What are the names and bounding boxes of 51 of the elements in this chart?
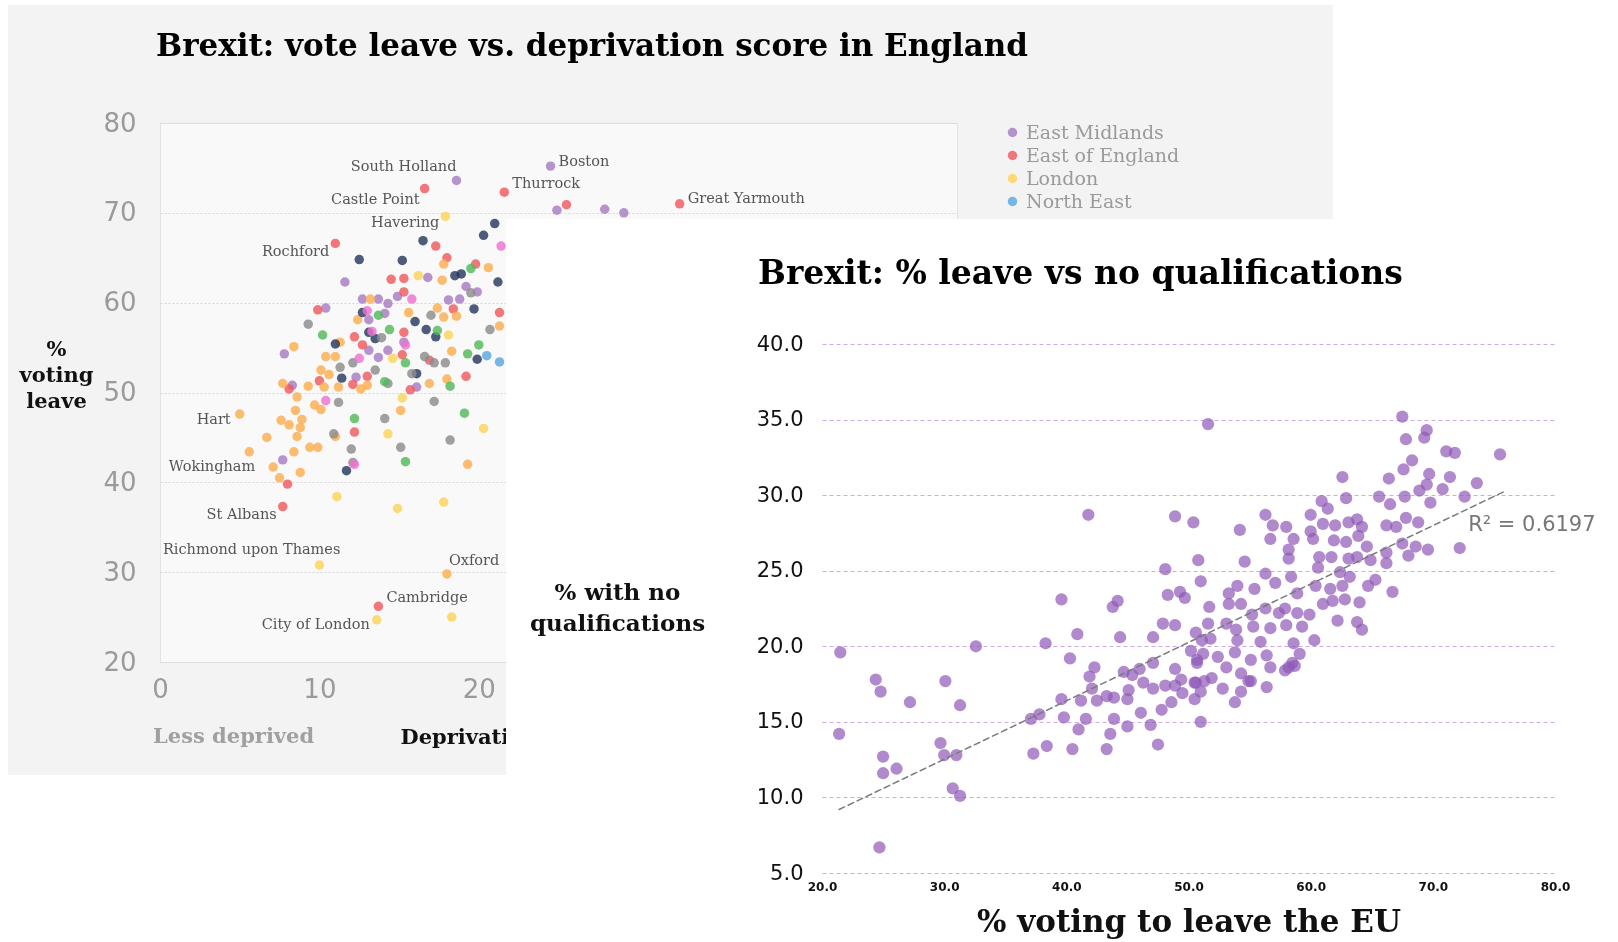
- y-tick-label: 60: [103, 287, 137, 318]
- y-axis-title: % with no qualifications: [529, 577, 706, 636]
- annotation: Thurrock: [512, 175, 581, 192]
- x-tick-label: 60.0: [1296, 879, 1326, 894]
- y-tick-label: 40: [103, 466, 137, 497]
- x-tick-label: 20.0: [807, 879, 838, 894]
- y-tick-label: 30: [103, 556, 137, 587]
- x-tick-label: 10: [303, 673, 337, 704]
- annotation: Cambridge: [386, 589, 468, 606]
- y-tick-label: 10.0: [756, 784, 804, 809]
- annotation: Havering: [371, 214, 440, 231]
- annotation: Oxford: [448, 551, 500, 568]
- x-tick-label: 0: [152, 673, 169, 704]
- annotation: Rochford: [261, 243, 330, 260]
- y-tick-label: 25.0: [756, 558, 804, 583]
- y-tick-label: 20: [103, 646, 137, 677]
- x-tick-label: 40.0: [1052, 879, 1082, 894]
- annotation: R² = 0.6197: [1468, 511, 1596, 536]
- y-tick-label: 20.0: [756, 633, 804, 658]
- x-tick-label: 20: [462, 673, 496, 704]
- annotation: Hart: [196, 411, 231, 428]
- legend-label: East of England: [1026, 143, 1180, 166]
- legend-label: East Midlands: [1026, 120, 1164, 143]
- annotation: City of London: [261, 615, 370, 632]
- x-axis-title: Deprivati: [400, 723, 510, 749]
- annotation: Wokingham: [168, 458, 256, 475]
- x-tick-label: 70.0: [1418, 879, 1449, 894]
- x-tick-label: 50.0: [1174, 879, 1204, 894]
- y-tick-label: 5.0: [770, 860, 804, 885]
- y-tick-label: 80: [103, 107, 137, 138]
- annotation: Boston: [558, 153, 610, 170]
- annotation: Great Yarmouth: [687, 189, 805, 206]
- legend-label: London: [1026, 166, 1099, 189]
- y-tick-label: 40.0: [756, 331, 804, 356]
- chart-title: Brexit: vote leave vs. deprivation score in England: [156, 27, 1029, 63]
- annotation: Castle Point: [331, 190, 420, 207]
- y-axis-title: % voting leave: [18, 335, 94, 413]
- annotation: St Albans: [206, 505, 277, 522]
- y-tick-label: 35.0: [756, 407, 804, 432]
- chart-title: Brexit: % leave vs no qualifications: [758, 253, 1403, 292]
- x-axis-title: % voting to leave the EU: [977, 902, 1401, 939]
- y-tick-label: 30.0: [756, 482, 804, 507]
- x-tick-label: 80.0: [1540, 879, 1571, 894]
- y-tick-label: 15.0: [756, 709, 804, 734]
- y-tick-label: 70: [103, 197, 137, 228]
- annotation: South Holland: [350, 158, 457, 175]
- y-tick-label: 50: [103, 377, 137, 407]
- text: Less deprived: [153, 723, 315, 748]
- x-tick-label: 30.0: [929, 879, 960, 894]
- annotation: Richmond upon Thames: [162, 540, 341, 557]
- legend-label: North East: [1026, 189, 1133, 212]
